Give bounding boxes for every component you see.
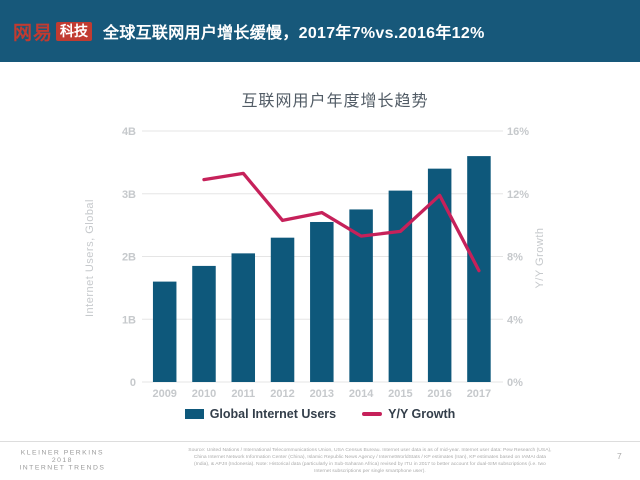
header-bar: 网易 科技 全球互联网用户增长缓慢，2017年7%vs.2016年12% [0,0,640,62]
x-axis-tick-2017: 2017 [467,388,491,400]
x-axis-tick-2013: 2013 [310,388,334,400]
bar-2010[interactable] [192,265,216,382]
page-number: 7 [617,451,622,461]
right-axis-tick-16%: 16% [507,126,529,138]
kleiner-perkins-brand: KLEINER PERKINS 2018 INTERNET TRENDS [8,449,117,471]
brand-line-3: INTERNET TRENDS [19,463,106,472]
x-axis-tick-2011: 2011 [231,388,255,400]
left-axis-tick-4B: 4B [122,126,136,138]
brand-line-2: 2018 [51,456,73,464]
bar-2013[interactable] [310,221,334,382]
brand-line-1: KLEINER PERKINS [20,449,105,457]
left-axis-tick-0: 0 [130,377,136,389]
x-axis-tick-2015: 2015 [388,388,412,400]
netease-tech-logo[interactable]: 网易 科技 [13,18,93,45]
bar-2012[interactable] [270,237,295,382]
right-axis-tick-8%: 8% [507,252,523,264]
x-axis-tick-2010: 2010 [192,388,216,400]
chart-title: 互联网用户年度增长趋势 [241,93,429,110]
right-axis-tick-4%: 4% [507,314,523,326]
yy-growth-line[interactable] [202,171,481,273]
line-swatch-icon [362,412,383,416]
netease-logo-text: 网易 [13,22,54,44]
right-axis-title: Y/Y Growth [534,227,546,288]
bar-2011[interactable] [231,253,256,382]
left-axis-tick-1B: 1B [122,314,136,326]
legend-label-bars: Global Internet Users [209,407,337,421]
x-axis-tick-2016: 2016 [427,388,451,400]
bar-2015[interactable] [388,190,413,382]
right-axis-tick-0%: 0% [507,377,523,389]
article-title: 全球互联网用户增长缓慢，2017年7%vs.2016年12% [103,25,485,42]
footer-divider [0,441,640,442]
left-axis-tick-2B: 2B [122,252,136,264]
source-note-wrap: Source: United Nations / International T… [187,446,553,474]
legend-item-global-internet-users[interactable]: Global Internet Users [184,407,337,421]
chart-legend: Global Internet Users Y/Y Growth [0,407,640,421]
bar-2009[interactable] [152,281,177,382]
source-note: Source: United Nations / International T… [188,446,552,474]
right-axis-tick-12%: 12% [507,189,529,201]
legend-label-line: Y/Y Growth [388,407,456,421]
x-axis-tick-2012: 2012 [270,388,294,400]
left-axis-tick-3B: 3B [122,189,136,201]
left-axis-title: Internet Users, Global [84,199,96,317]
x-axis-tick-2014: 2014 [349,388,374,400]
bar-swatch-icon [184,409,204,419]
bar-2016[interactable] [427,168,452,382]
legend-item-yy-growth[interactable]: Y/Y Growth [362,407,455,421]
x-axis-tick-2009: 2009 [152,388,176,400]
tech-badge: 科技 [56,21,93,41]
bar-2014[interactable] [349,209,373,382]
